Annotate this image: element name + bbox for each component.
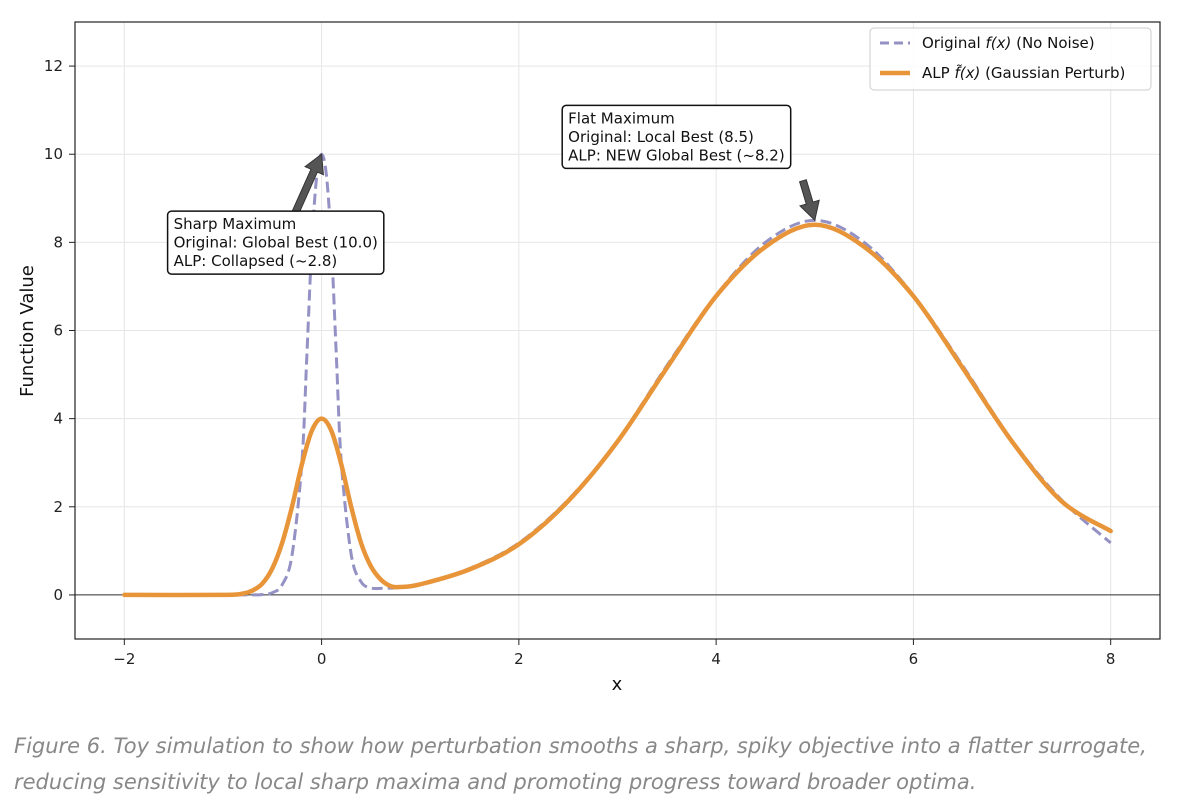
annotation-text: Flat Maximum Original: Local Best (8.5) AL…: [568, 109, 785, 164]
x-tick-label: 0: [317, 650, 327, 668]
annotation-flat-maximum: Flat Maximum Original: Local Best (8.5) AL…: [561, 104, 820, 222]
legend: Original f(x) (No Noise) ALP f̃(x) (Gaus…: [869, 27, 1152, 91]
annotations: Sharp Maximum Original: Global Best (10.0…: [166, 104, 820, 275]
series-group: [122, 152, 1113, 598]
series-line-alp: [122, 222, 1113, 598]
legend-original-math: f(x): [985, 34, 1011, 52]
annotation-line: Flat Maximum: [568, 109, 675, 127]
y-tick-label: 4: [53, 410, 63, 428]
annotation-line: Original: Global Best (10.0): [174, 234, 378, 252]
x-tick-label: 2: [514, 650, 524, 668]
legend-box: [869, 27, 1152, 91]
y-tick-label: 8: [53, 233, 63, 251]
annotation-line: Original: Local Best (8.5): [568, 128, 754, 146]
annotation-sharp-maximum: Sharp Maximum Original: Global Best (10.0…: [166, 153, 385, 275]
legend-alp-math: f̃(x): [954, 63, 980, 82]
y-tick-label: 6: [53, 322, 63, 340]
x-tick-label: −2: [113, 650, 135, 668]
axis-ticks: −2 0 2 4 6 8 0 2 4 6 8 10 12: [44, 57, 1116, 668]
figure-caption: Figure 6. Toy simulation to show how per…: [14, 734, 1147, 794]
annotation-line: ALP: Collapsed (~2.8): [174, 252, 338, 270]
y-tick-label: 0: [53, 586, 63, 604]
annotation-line: Sharp Maximum: [174, 215, 297, 233]
annotation-box: [561, 104, 792, 170]
legend-alp-suffix: (Gaussian Perturb): [980, 64, 1125, 82]
y-tick-label: 2: [53, 498, 63, 516]
annotation-arrow: [798, 179, 820, 222]
annotation-line: ALP: NEW Global Best (~8.2): [568, 146, 785, 164]
x-axis-label: x: [612, 674, 623, 695]
legend-original-prefix: Original: [922, 34, 985, 52]
y-axis-label: Function Value: [17, 265, 38, 397]
legend-alp-prefix: ALP: [922, 64, 954, 82]
y-tick-label: 12: [44, 57, 63, 75]
x-tick-label: 6: [909, 650, 919, 668]
series-line-original: [124, 152, 1112, 597]
legend-label-original: Original f(x) (No Noise): [922, 34, 1095, 52]
x-tick-label: 8: [1106, 650, 1116, 668]
x-tick-label: 4: [711, 650, 721, 668]
legend-original-suffix: (No Noise): [1011, 34, 1094, 52]
annotation-box: [166, 210, 385, 275]
y-tick-label: 10: [44, 145, 63, 163]
annotation-text: Sharp Maximum Original: Global Best (10.0…: [174, 215, 378, 270]
legend-label-alp: ALP f̃(x) (Gaussian Perturb): [922, 63, 1125, 82]
